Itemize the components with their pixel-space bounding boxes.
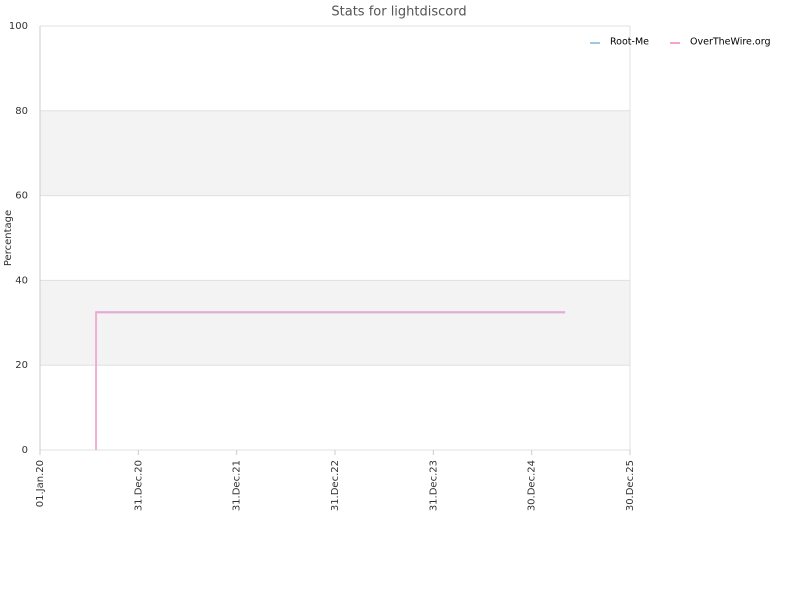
- y-tick-label: 100: [9, 21, 28, 32]
- y-tick-label: 60: [15, 191, 28, 202]
- plot-band: [40, 110, 630, 196]
- x-tick-label: 01.Jan.20: [35, 460, 46, 507]
- x-tick-label: 31.Dec.21: [232, 460, 243, 511]
- plot-band: [40, 280, 630, 366]
- x-tick-label: 31.Dec.20: [133, 460, 144, 511]
- series-line: [95, 311, 566, 450]
- x-tick-label: 31.Dec.23: [428, 460, 439, 511]
- x-tick-label: 30.Dec.25: [625, 460, 636, 511]
- legend-label: OverTheWire.org: [690, 37, 771, 48]
- x-tick-label: 31.Dec.22: [330, 460, 341, 511]
- y-tick-label: 40: [15, 275, 28, 286]
- legend-label: Root-Me: [610, 37, 649, 48]
- y-axis-label: Percentage: [3, 210, 14, 266]
- y-tick-label: 80: [15, 106, 28, 117]
- x-tick-label: 30.Dec.24: [527, 460, 538, 511]
- chart-title: Stats for lightdiscord: [331, 5, 466, 20]
- y-tick-label: 20: [15, 360, 28, 371]
- y-tick-label: 0: [22, 445, 28, 456]
